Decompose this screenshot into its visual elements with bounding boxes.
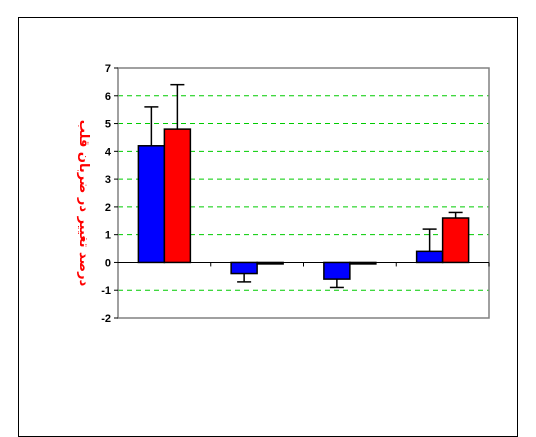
bar-chart: -2 -1 0 1 2 3 4 5 6 7 درصد تغییر در ضربان قلب [76, 63, 490, 325]
bar [415, 250, 444, 264]
y-tick-label: 1 [105, 230, 111, 242]
y-tick-label: 4 [105, 146, 112, 158]
y-tick-label: -2 [101, 313, 111, 325]
bars [137, 83, 470, 289]
axes [114, 67, 490, 319]
bar [441, 217, 470, 264]
y-tick-label: 2 [105, 202, 111, 214]
bar [230, 261, 258, 275]
gridlines [118, 95, 489, 291]
y-tick-label: 0 [105, 257, 111, 269]
plot-area [117, 67, 490, 319]
y-tick-label: -1 [101, 285, 111, 297]
y-tick-label: 6 [105, 91, 111, 103]
y-tick-labels: -2 -1 0 1 2 3 4 5 6 7 [101, 63, 112, 325]
y-axis-label: درصد تغییر در ضربان قلب [76, 120, 91, 287]
bar [323, 261, 351, 280]
y-tick-label: 5 [105, 119, 111, 131]
bar [163, 128, 192, 264]
y-tick-label: 3 [105, 174, 111, 186]
y-tick-label: 7 [105, 63, 111, 75]
bar [137, 145, 166, 264]
